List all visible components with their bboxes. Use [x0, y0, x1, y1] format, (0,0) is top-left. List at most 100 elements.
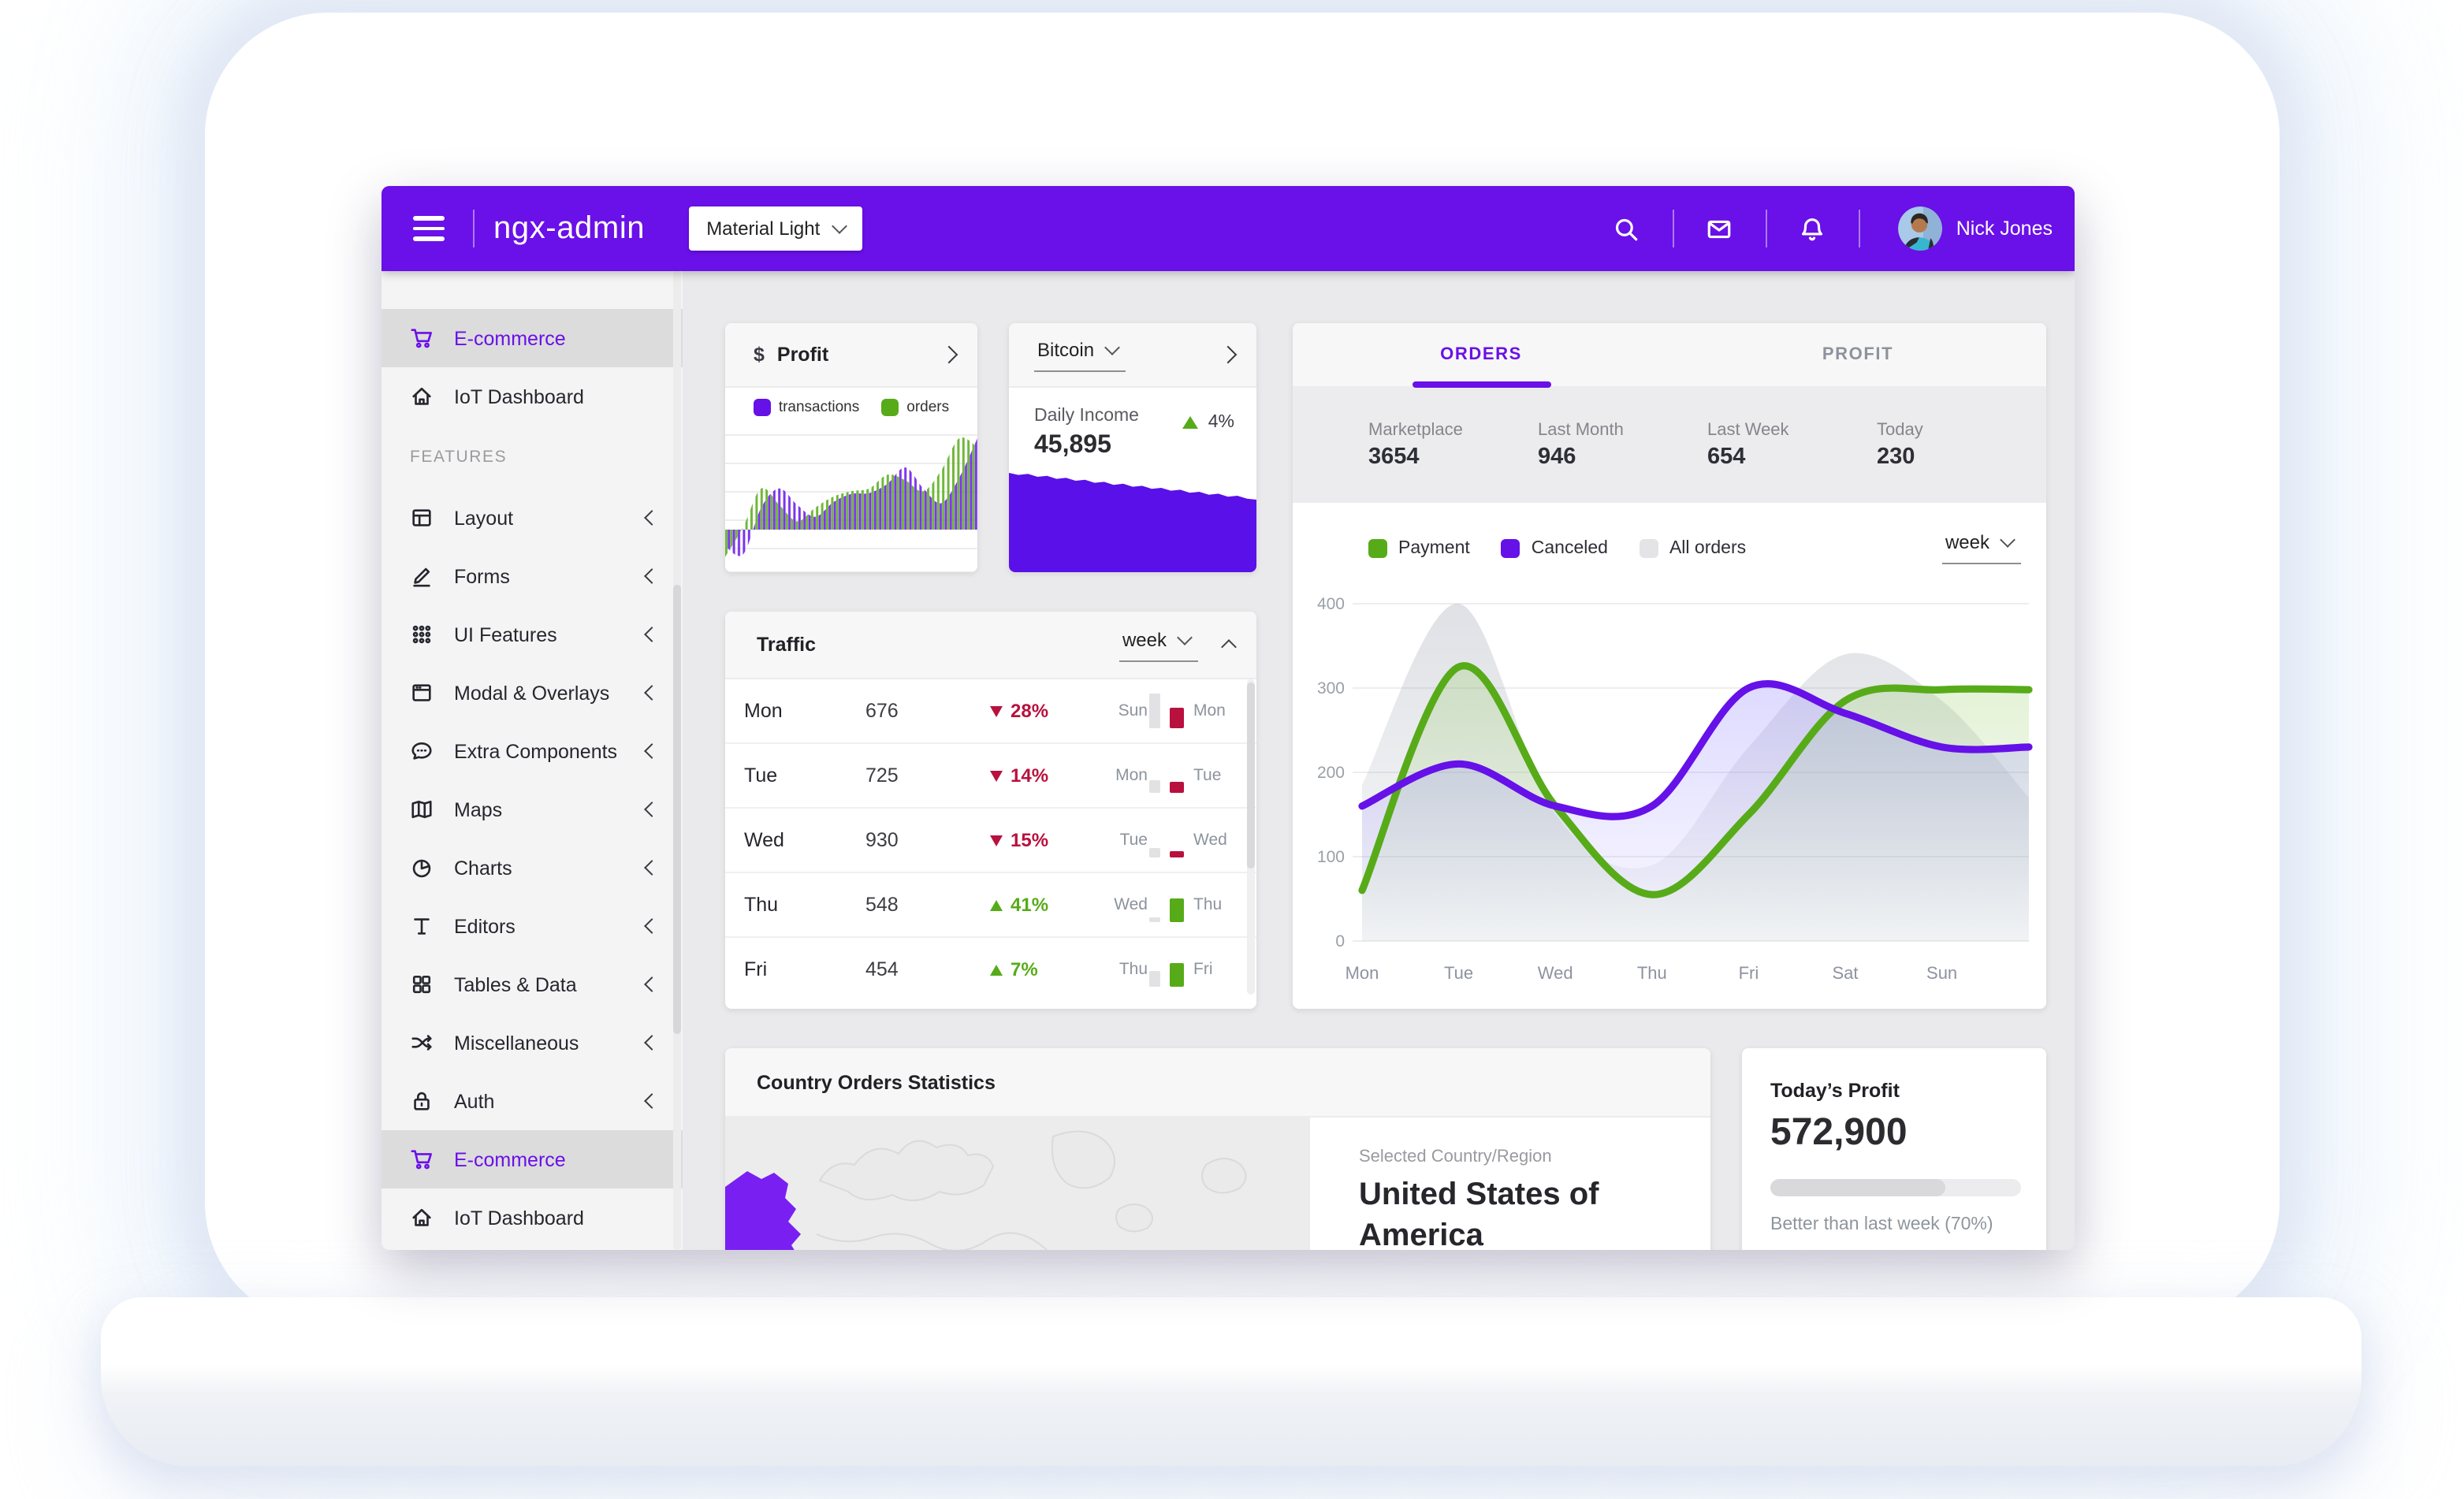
currency-select-value: Bitcoin — [1037, 338, 1095, 360]
avatar — [1897, 206, 1942, 251]
sidebar-item-maps[interactable]: Maps — [382, 780, 683, 839]
legend-item-orders[interactable]: orders — [881, 398, 949, 415]
map-selected-region[interactable] — [725, 1171, 801, 1250]
traffic-delta: 28% — [1011, 700, 1049, 722]
legend-item-transactions[interactable]: transactions — [753, 398, 860, 415]
sidebar-item-tables-data[interactable]: Tables & Data — [382, 955, 683, 1014]
legend-item-payment[interactable]: Payment — [1368, 538, 1470, 557]
header-divider — [473, 210, 475, 247]
email-icon[interactable] — [1693, 215, 1747, 242]
user-menu[interactable]: Nick Jones — [1897, 206, 2053, 251]
sidebar-item-charts[interactable]: Charts — [382, 839, 683, 897]
tab-orders[interactable]: ORDERS — [1440, 345, 1522, 364]
legend-item-all-orders[interactable]: All orders — [1639, 538, 1747, 557]
traffic-value: 725 — [865, 764, 899, 787]
dashboard-window: ngx-admin Material Light — [382, 186, 2075, 1250]
todays-profit-caption: Better than last week (70%) — [1770, 1215, 1993, 1234]
search-icon[interactable] — [1600, 215, 1654, 242]
legend-swatch — [881, 398, 899, 415]
traffic-delta: 15% — [1011, 829, 1049, 851]
traffic-prev-day: Thu — [1118, 960, 1148, 979]
chevron-left-icon — [644, 860, 660, 876]
todays-profit-title: Today’s Profit — [1770, 1080, 1900, 1102]
traffic-delta: 7% — [1011, 958, 1038, 980]
header-divider — [1765, 210, 1767, 247]
period-select[interactable]: week — [1941, 531, 2021, 564]
theme-select[interactable]: Material Light — [689, 206, 863, 251]
traffic-row-fri: Fri 454 7% Thu Fri — [725, 936, 1256, 1001]
sidebar-item-e-commerce[interactable]: E-commerce — [382, 309, 683, 367]
chevron-down-icon — [1104, 339, 1120, 355]
traffic-prev-day: Mon — [1115, 766, 1148, 785]
sidebar-item-iot-dashboard[interactable]: IoT Dashboard — [382, 1188, 683, 1247]
layout-icon — [412, 509, 431, 526]
legend-label: transactions — [778, 398, 860, 415]
traffic-card-title: Traffic — [757, 634, 817, 656]
sidebar-item-miscellaneous[interactable]: Miscellaneous — [382, 1014, 683, 1072]
theme-select-value: Material Light — [706, 218, 821, 240]
svg-text:Thu: Thu — [1637, 963, 1667, 983]
trend-up-icon — [990, 964, 1003, 975]
todays-profit-value: 572,900 — [1770, 1111, 1908, 1154]
dollar-icon: $ — [754, 344, 765, 366]
sidebar-item-label: Charts — [454, 857, 512, 879]
sidebar-item-label: Miscellaneous — [454, 1032, 579, 1054]
sidebar-item-extra-components[interactable]: Extra Components — [382, 722, 683, 780]
header-divider — [1672, 210, 1674, 247]
legend-item-canceled[interactable]: Canceled — [1501, 538, 1608, 557]
stat-value: 3654 — [1368, 444, 1420, 470]
sidebar-scrollbar[interactable] — [673, 271, 681, 1250]
bell-icon[interactable] — [1786, 215, 1840, 242]
sidebar-item-iot-dashboard[interactable]: IoT Dashboard — [382, 367, 683, 426]
country-orders-card: Country Orders Statistics — [725, 1048, 1710, 1250]
profit-mini-chart — [725, 434, 977, 572]
traffic-value: 548 — [865, 894, 899, 916]
svg-text:200: 200 — [1317, 764, 1345, 782]
legend-label: All orders — [1669, 538, 1747, 557]
bitcoin-card: Bitcoin Daily Income 45,895 4% — [1009, 323, 1256, 572]
sidebar-item-label: Extra Components — [454, 740, 618, 762]
bitcoin-mini-chart — [1009, 473, 1256, 572]
sidebar-item-label: Maps — [454, 798, 503, 820]
grid-icon — [412, 975, 431, 994]
sidebar-item-label: E-commerce — [454, 327, 566, 349]
stat-label: Last Month — [1538, 421, 1624, 440]
main-content: $ Profit transactions orders Bitcoin — [683, 271, 2075, 1250]
selected-country-label: Selected Country/Region — [1359, 1147, 1552, 1166]
sidebar-item-layout[interactable]: Layout — [382, 489, 683, 547]
svg-text:Sun: Sun — [1926, 963, 1957, 983]
legend-swatch — [753, 398, 771, 415]
keypad-icon — [412, 625, 431, 644]
currency-select[interactable]: Bitcoin — [1034, 338, 1126, 371]
svg-text:Wed: Wed — [1538, 963, 1573, 983]
traffic-period-select[interactable]: week — [1118, 628, 1198, 661]
sidebar-item-modal-overlays[interactable]: Modal & Overlays — [382, 664, 683, 722]
orders-week-chart: 0 100 200 300 400 Mon Tue Wed Thu Fri Sat Sun — [1317, 595, 2033, 983]
traffic-mini-bars — [1149, 755, 1187, 796]
legend-swatch — [1501, 538, 1520, 557]
menu-icon[interactable] — [404, 210, 454, 247]
traffic-period-value: week — [1122, 628, 1167, 650]
collapse-icon[interactable] — [1221, 639, 1237, 655]
tab-profit[interactable]: PROFIT — [1822, 345, 1894, 364]
daily-income-delta: 4% — [1208, 413, 1234, 432]
sidebar-item-auth[interactable]: Auth — [382, 1072, 683, 1130]
svg-text:400: 400 — [1317, 595, 1345, 613]
sidebar-item-editors[interactable]: Editors — [382, 897, 683, 955]
traffic-scrollbar[interactable] — [1247, 679, 1255, 995]
legend-label: Canceled — [1531, 538, 1608, 557]
brand-title[interactable]: ngx-admin — [493, 210, 646, 245]
world-map[interactable] — [725, 1118, 1310, 1250]
daily-income-value: 45,895 — [1034, 432, 1111, 459]
traffic-cur-day: Wed — [1193, 831, 1227, 850]
sidebar-item-ui-features[interactable]: UI Features — [382, 605, 683, 664]
traffic-day: Wed — [744, 829, 784, 851]
sidebar-item-e-commerce[interactable]: E-commerce — [382, 1130, 683, 1188]
chevron-left-icon — [644, 627, 660, 642]
sidebar-item-forms[interactable]: Forms — [382, 547, 683, 605]
traffic-prev-day: Wed — [1114, 895, 1148, 914]
chevron-right-icon[interactable] — [940, 345, 958, 364]
traffic-mini-bars — [1149, 884, 1187, 925]
chevron-right-icon[interactable] — [1219, 345, 1238, 364]
